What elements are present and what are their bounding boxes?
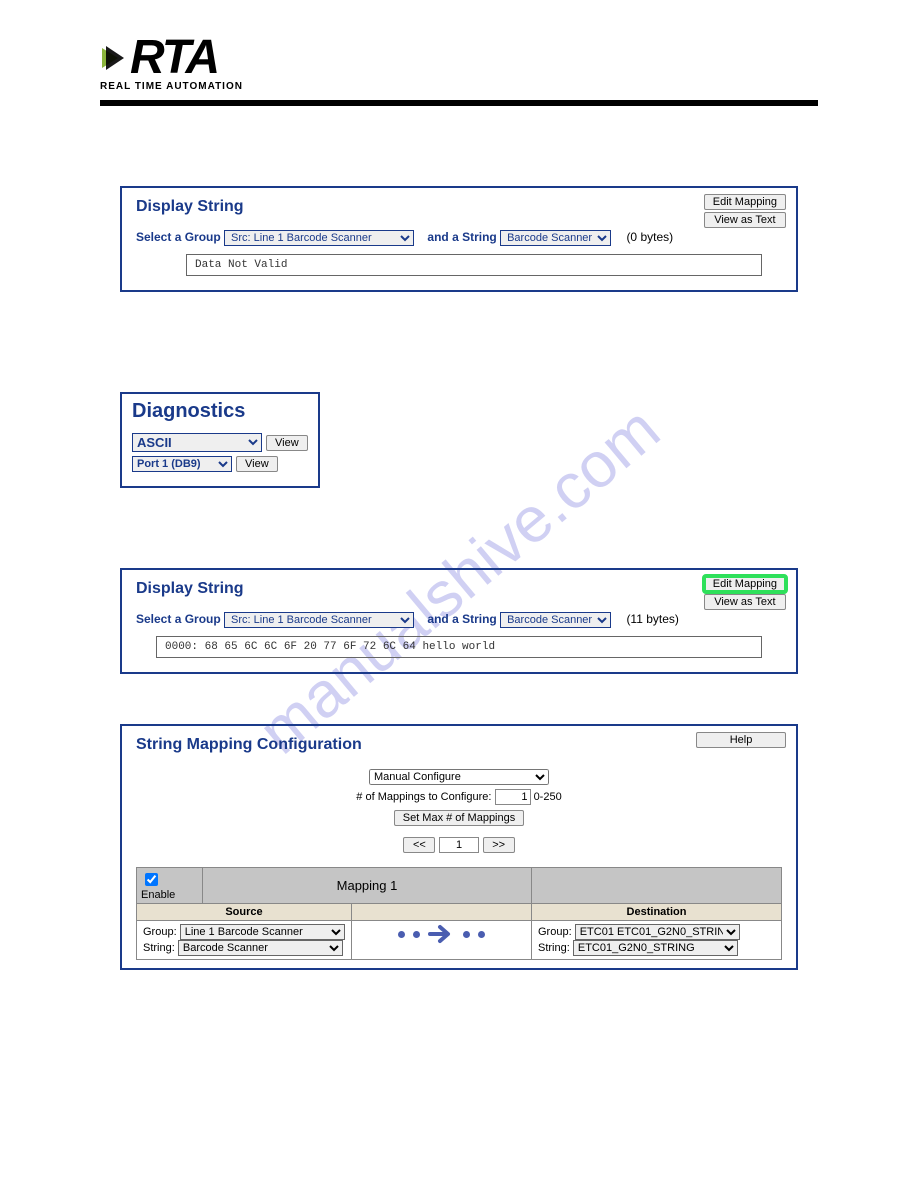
- bytes-label: (0 bytes): [626, 230, 673, 244]
- src-group-label: Group:: [143, 926, 177, 938]
- enable-checkbox[interactable]: [145, 873, 158, 886]
- dst-string-select[interactable]: ETC01_G2N0_STRING: [573, 940, 738, 956]
- dst-string-label: String:: [538, 942, 570, 954]
- data-output-box: Data Not Valid: [186, 254, 762, 276]
- select-group-label: Select a Group: [136, 230, 221, 244]
- page-input[interactable]: [439, 837, 479, 853]
- num-range-label: 0-250: [534, 791, 562, 803]
- bytes-label: (11 bytes): [626, 612, 678, 626]
- destination-header: Destination: [532, 904, 782, 921]
- arrow-icon: [428, 924, 456, 944]
- data-output-box: 0000: 68 65 6C 6C 6F 20 77 6F 72 6C 64 h…: [156, 636, 762, 658]
- group-select[interactable]: Src: Line 1 Barcode Scanner: [224, 230, 414, 246]
- view-as-text-button[interactable]: View as Text: [704, 594, 786, 610]
- mapping-table: Enable Mapping 1 Source Destination Grou…: [136, 867, 782, 960]
- edit-mapping-button[interactable]: Edit Mapping: [704, 576, 786, 592]
- view-button[interactable]: View: [236, 456, 278, 472]
- port-select[interactable]: Port 1 (DB9): [132, 456, 232, 472]
- select-group-label: Select a Group: [136, 612, 221, 626]
- logo-arrow-icon: [100, 38, 130, 78]
- enable-label: Enable: [141, 889, 175, 901]
- string-select[interactable]: Barcode Scanner: [500, 612, 611, 628]
- panel-title: Display String: [136, 198, 782, 216]
- string-select[interactable]: Barcode Scanner: [500, 230, 611, 246]
- ascii-select[interactable]: ASCII: [132, 433, 262, 452]
- logo-block: RTA REAL TIME AUTOMATION: [100, 30, 918, 92]
- diagnostics-panel: Diagnostics ASCII View Port 1 (DB9) View: [120, 392, 320, 488]
- panel-title: Diagnostics: [132, 400, 308, 423]
- string-label: and a String: [427, 230, 496, 244]
- mapping-title: Mapping 1: [203, 868, 532, 904]
- num-mappings-input[interactable]: [495, 789, 531, 805]
- string-label: and a String: [427, 612, 496, 626]
- source-header: Source: [137, 904, 352, 921]
- panel-title: String Mapping Configuration: [136, 736, 782, 754]
- string-mapping-config-panel: Help String Mapping Configuration Manual…: [120, 724, 798, 970]
- dst-group-select[interactable]: ETC01 ETC01_G2N0_STRIN: [575, 924, 740, 940]
- src-group-select[interactable]: Line 1 Barcode Scanner: [180, 924, 345, 940]
- next-page-button[interactable]: >>: [483, 837, 515, 853]
- src-string-label: String:: [143, 942, 175, 954]
- src-string-select[interactable]: Barcode Scanner: [178, 940, 343, 956]
- display-string-panel-1: Edit Mapping View as Text Display String…: [120, 186, 798, 292]
- dst-group-label: Group:: [538, 926, 572, 938]
- logo-text: RTA: [130, 30, 218, 85]
- display-string-panel-2: Edit Mapping View as Text Display String…: [120, 568, 798, 674]
- view-button[interactable]: View: [266, 435, 308, 451]
- prev-page-button[interactable]: <<: [403, 837, 435, 853]
- logo-tagline: REAL TIME AUTOMATION: [100, 81, 918, 92]
- num-mappings-label: # of Mappings to Configure:: [356, 791, 491, 803]
- edit-mapping-button[interactable]: Edit Mapping: [704, 194, 786, 210]
- config-mode-select[interactable]: Manual Configure: [369, 769, 549, 785]
- help-button[interactable]: Help: [696, 732, 786, 748]
- group-select[interactable]: Src: Line 1 Barcode Scanner: [224, 612, 414, 628]
- arrow-cell: [352, 921, 532, 960]
- view-as-text-button[interactable]: View as Text: [704, 212, 786, 228]
- panel-title: Display String: [136, 580, 782, 598]
- set-max-button[interactable]: Set Max # of Mappings: [394, 810, 525, 826]
